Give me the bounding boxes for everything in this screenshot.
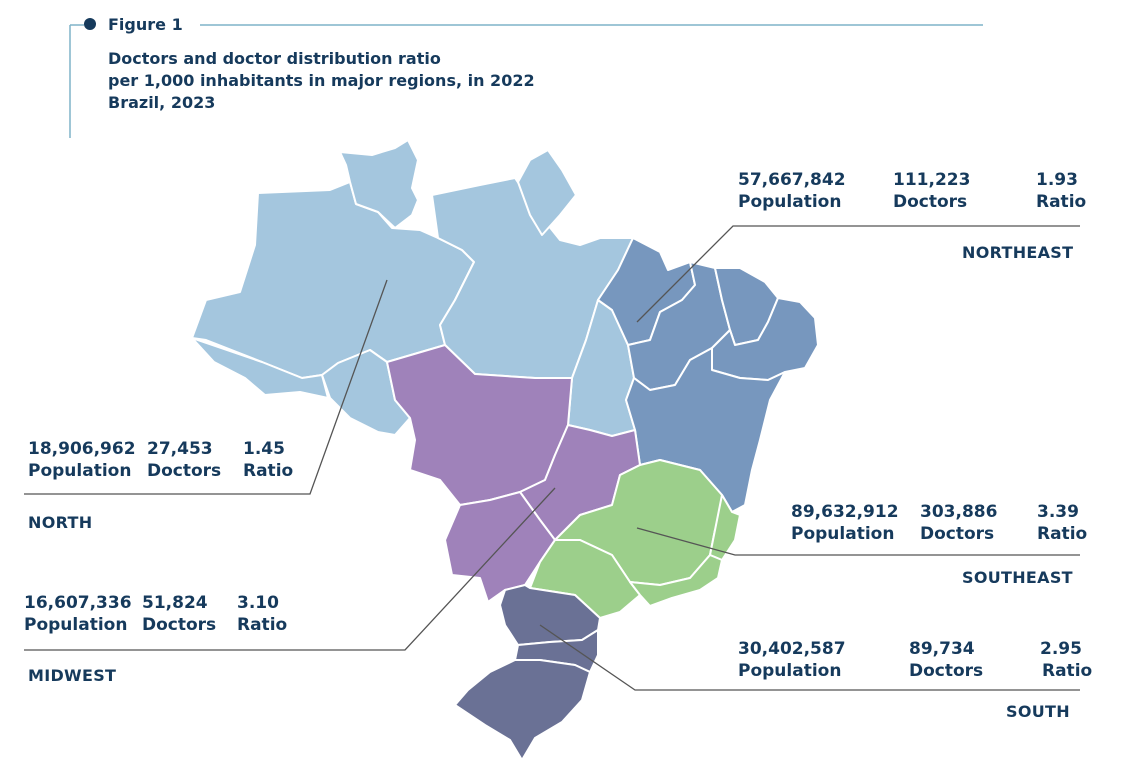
- region-northeast-shape[interactable]: [597, 237, 819, 513]
- region-name-south: SOUTH: [1006, 702, 1070, 721]
- leader-lines: [24, 225, 1080, 691]
- southeast-ratio-value: 3.39: [1037, 502, 1079, 522]
- figure-label: Figure 1: [108, 15, 183, 34]
- leader-line-north: [24, 279, 388, 495]
- southeast-doctors-value: 303,886: [920, 502, 998, 522]
- northeast-doctors-label: Doctors: [893, 192, 968, 212]
- midwest-doctors-label: Doctors: [142, 615, 217, 635]
- south-doctors-value: 89,734: [909, 639, 975, 659]
- northeast-ratio-value: 1.93: [1036, 170, 1078, 190]
- midwest-population-label: Population: [24, 615, 128, 635]
- leader-line-midwest: [24, 487, 556, 651]
- midwest-ratio-value: 3.10: [237, 593, 279, 613]
- midwest-population-value: 16,607,336: [24, 593, 132, 613]
- state-acre: [191, 337, 329, 399]
- midwest-ratio-label: Ratio: [237, 615, 288, 635]
- northeast-doctors-value: 111,223: [893, 170, 971, 190]
- southeast-doctors-label: Doctors: [920, 524, 995, 544]
- south-population-label: Population: [738, 661, 842, 681]
- southeast-population-label: Population: [791, 524, 895, 544]
- region-name-southeast: SOUTHEAST: [962, 568, 1073, 587]
- state-sao-paulo: [529, 539, 641, 619]
- figure-title: Doctors and doctor distribution ratio per…: [108, 48, 535, 114]
- north-doctors-label: Doctors: [147, 461, 222, 481]
- southeast-ratio-label: Ratio: [1037, 524, 1088, 544]
- north-ratio-value: 1.45: [243, 439, 285, 459]
- south-ratio-label: Ratio: [1042, 661, 1093, 681]
- state-amapa: [517, 149, 577, 236]
- northeast-ratio-label: Ratio: [1036, 192, 1087, 212]
- north-doctors-value: 27,453: [147, 439, 213, 459]
- north-ratio-label: Ratio: [243, 461, 294, 481]
- state-roraima: [339, 139, 419, 229]
- northeast-population-value: 57,667,842: [738, 170, 846, 190]
- leader-line-southeast: [636, 527, 1080, 556]
- midwest-doctors-value: 51,824: [142, 593, 208, 613]
- leader-line-south: [539, 624, 1080, 691]
- north-population-value: 18,906,962: [28, 439, 136, 459]
- south-ratio-value: 2.95: [1040, 639, 1082, 659]
- region-south-shape[interactable]: [454, 584, 601, 761]
- region-southeast-shape[interactable]: [529, 459, 741, 619]
- northeast-population-label: Population: [738, 192, 842, 212]
- figure-bullet-icon: [84, 18, 96, 30]
- southeast-population-value: 89,632,912: [791, 502, 899, 522]
- leader-line-northeast: [636, 225, 1080, 323]
- state-rio-grande-do-sul: [454, 659, 591, 761]
- state-espirito-santo: [709, 494, 741, 561]
- north-population-label: Population: [28, 461, 132, 481]
- figure-title-line-1: Doctors and doctor distribution ratio: [108, 49, 441, 68]
- figure-title-line-3: Brazil, 2023: [108, 93, 216, 112]
- region-name-midwest: MIDWEST: [28, 666, 117, 685]
- figure-title-line-2: per 1,000 inhabitants in major regions, …: [108, 71, 535, 90]
- region-name-north: NORTH: [28, 513, 93, 532]
- south-population-value: 30,402,587: [738, 639, 846, 659]
- state-rio-de-janeiro: [629, 554, 723, 607]
- south-doctors-label: Doctors: [909, 661, 984, 681]
- region-name-northeast: NORTHEAST: [962, 243, 1074, 262]
